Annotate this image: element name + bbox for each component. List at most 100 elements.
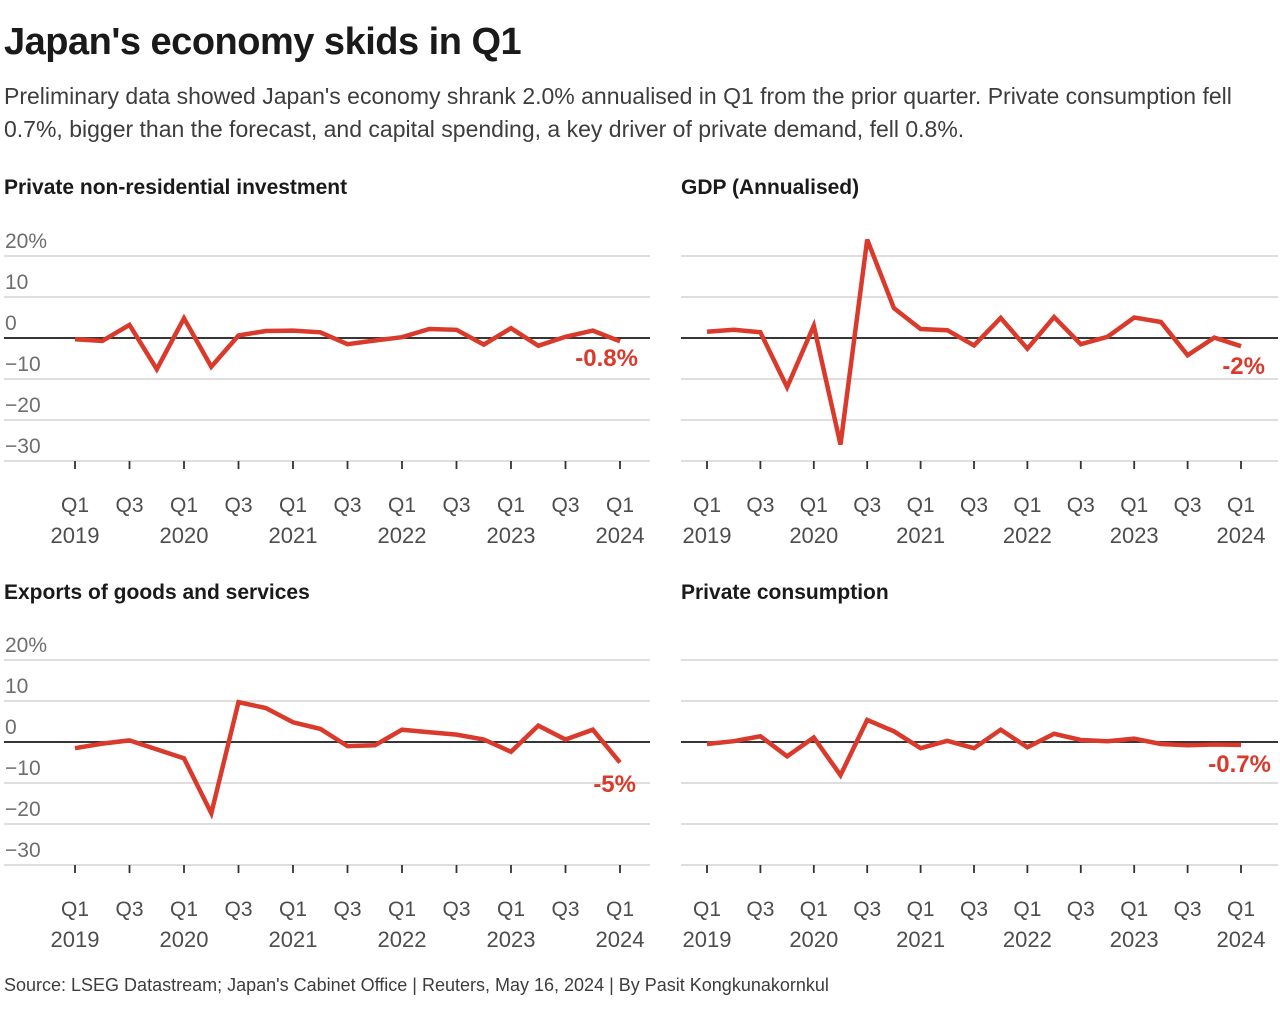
x-axis-quarter-label: Q1 <box>279 898 307 921</box>
x-axis-year-label: 2023 <box>1110 523 1159 548</box>
data-line <box>706 238 1242 445</box>
x-axis-year-label: 2020 <box>160 523 209 548</box>
x-axis-quarter-label: Q1 <box>61 494 89 517</box>
x-axis-quarter-label: Q3 <box>853 494 881 517</box>
chart-gdp-annualised: GDP (Annualised) Q1 2019 Q3 Q1 2020 Q3 Q1 2021 Q… <box>681 176 1278 556</box>
x-axis-year-label: 2023 <box>487 927 536 952</box>
x-axis-quarter-label: Q3 <box>115 494 143 517</box>
x-axis-quarter-label: Q1 <box>907 898 935 921</box>
x-axis-year-label: 2024 <box>596 523 645 548</box>
y-axis-tick-label: −10 <box>5 757 41 780</box>
x-axis-year-label: 2020 <box>789 927 838 952</box>
x-axis-year-label: 2020 <box>160 927 209 952</box>
x-axis-quarter-label: Q3 <box>224 898 252 921</box>
x-axis-quarter-label: Q1 <box>497 898 525 921</box>
x-axis-quarter-label: Q3 <box>960 494 988 517</box>
page-subtitle: Preliminary data showed Japan's economy … <box>4 82 1232 143</box>
y-axis-tick-label: 0 <box>5 312 17 335</box>
charts-grid: Private non-residential investment 20% 10… <box>4 176 1278 961</box>
y-axis-tick-label: −20 <box>5 798 41 821</box>
x-axis-year-label: 2019 <box>683 523 732 548</box>
x-axis-quarter-label: Q3 <box>115 898 143 921</box>
chart-exports-goods-services: Exports of goods and services 20% 10 0 −10 −… <box>4 581 650 961</box>
data-line <box>706 716 1242 780</box>
last-value-annotation: -0.7% <box>1208 751 1271 778</box>
x-axis-quarter-label: Q1 <box>279 494 307 517</box>
x-axis-year-label: 2024 <box>1217 523 1266 548</box>
x-axis-quarter-label: Q3 <box>1067 898 1095 921</box>
y-axis-tick-label: 0 <box>5 716 17 739</box>
chart-plot-private-consumption: Q1 2019 Q3 Q1 2020 Q3 Q1 2021 Q3 Q1 2022 Q3 Q1 2023 Q3… <box>681 659 1278 952</box>
x-axis-quarter-label: Q3 <box>1174 898 1202 921</box>
x-axis-quarter-label: Q3 <box>853 898 881 921</box>
chart-plot-gdp-annualised: Q1 2019 Q3 Q1 2020 Q3 Q1 2021 Q3 Q1 2022 Q3 Q1 2023 Q3… <box>681 238 1278 548</box>
x-axis-year-label: 2019 <box>51 927 100 952</box>
x-axis-year-label: 2023 <box>1110 927 1159 952</box>
y-axis-tick-label: 10 <box>5 271 28 294</box>
x-axis-year-label: 2022 <box>378 523 427 548</box>
x-axis-quarter-label: Q1 <box>1120 494 1148 517</box>
chart-plot-private-nonresidential-investment: 20% 10 0 −10 −20 −30 Q1 2019 Q3 Q1 2020 Q3 Q1 2021 Q3 Q… <box>4 230 650 548</box>
last-value-annotation: -0.8% <box>575 345 638 372</box>
x-axis-quarter-label: Q3 <box>442 898 470 921</box>
x-axis-year-label: 2021 <box>269 927 318 952</box>
x-axis-quarter-label: Q1 <box>693 494 721 517</box>
x-axis-quarter-label: Q1 <box>170 494 198 517</box>
x-axis-quarter-label: Q3 <box>960 898 988 921</box>
x-axis-year-label: 2022 <box>1003 927 1052 952</box>
x-axis-quarter-label: Q1 <box>1227 494 1255 517</box>
y-axis-tick-label: 10 <box>5 675 28 698</box>
chart-title: Exports of goods and services <box>4 580 310 604</box>
x-axis-quarter-label: Q1 <box>907 494 935 517</box>
x-axis-year-label: 2021 <box>269 523 318 548</box>
x-axis-quarter-label: Q1 <box>1013 898 1041 921</box>
x-axis-quarter-label: Q1 <box>800 494 828 517</box>
chart-private-nonresidential-investment: Private non-residential investment 20% 10… <box>4 176 650 556</box>
chart-title: Private consumption <box>681 580 889 604</box>
page-title: Japan's economy skids in Q1 <box>4 21 522 63</box>
x-axis-quarter-label: Q3 <box>551 494 579 517</box>
x-axis-year-label: 2022 <box>1003 523 1052 548</box>
source-line: Source: LSEG Datastream; Japan's Cabinet… <box>4 974 829 995</box>
x-axis-year-label: 2024 <box>1217 927 1266 952</box>
x-axis-year-label: 2019 <box>51 523 100 548</box>
y-axis-tick-label: −10 <box>5 353 41 376</box>
x-axis-quarter-label: Q1 <box>606 494 634 517</box>
x-axis-quarter-label: Q3 <box>746 898 774 921</box>
y-axis-tick-label: −30 <box>5 435 41 458</box>
chart-title: GDP (Annualised) <box>681 176 860 200</box>
x-axis-quarter-label: Q1 <box>1227 898 1255 921</box>
x-axis-year-label: 2024 <box>596 927 645 952</box>
x-axis-quarter-label: Q3 <box>746 494 774 517</box>
y-axis-tick-label: 20% <box>5 230 47 253</box>
data-line <box>74 699 622 820</box>
x-axis-year-label: 2021 <box>896 523 945 548</box>
x-axis-quarter-label: Q1 <box>800 898 828 921</box>
y-axis-tick-label: −20 <box>5 394 41 417</box>
y-axis-tick-label: −30 <box>5 839 41 862</box>
x-axis-quarter-label: Q3 <box>1174 494 1202 517</box>
data-line <box>74 313 621 374</box>
x-axis-quarter-label: Q1 <box>693 898 721 921</box>
x-axis-quarter-label: Q3 <box>333 898 361 921</box>
chart-plot-exports-goods-services: 20% 10 0 −10 −20 −30 Q1 2019 Q3 Q1 2020 Q3 Q1 2021 Q3 Q… <box>4 634 650 952</box>
x-axis-quarter-label: Q1 <box>388 898 416 921</box>
last-value-annotation: -5% <box>593 771 636 798</box>
x-axis-quarter-label: Q1 <box>388 494 416 517</box>
x-axis-year-label: 2020 <box>789 523 838 548</box>
x-axis-quarter-label: Q1 <box>170 898 198 921</box>
x-axis-quarter-label: Q3 <box>551 898 579 921</box>
x-axis-quarter-label: Q3 <box>442 494 470 517</box>
x-axis-quarter-label: Q1 <box>497 494 525 517</box>
x-axis-quarter-label: Q3 <box>1067 494 1095 517</box>
x-axis-quarter-label: Q1 <box>1013 494 1041 517</box>
y-axis-tick-label: 20% <box>5 634 47 657</box>
chart-private-consumption: Private consumption Q1 2019 Q3 Q1 2020 Q3 Q1 20… <box>681 581 1278 961</box>
x-axis-year-label: 2022 <box>378 927 427 952</box>
x-axis-year-label: 2019 <box>683 927 732 952</box>
x-axis-year-label: 2021 <box>896 927 945 952</box>
last-value-annotation: -2% <box>1222 353 1265 380</box>
x-axis-quarter-label: Q3 <box>333 494 361 517</box>
x-axis-quarter-label: Q1 <box>61 898 89 921</box>
